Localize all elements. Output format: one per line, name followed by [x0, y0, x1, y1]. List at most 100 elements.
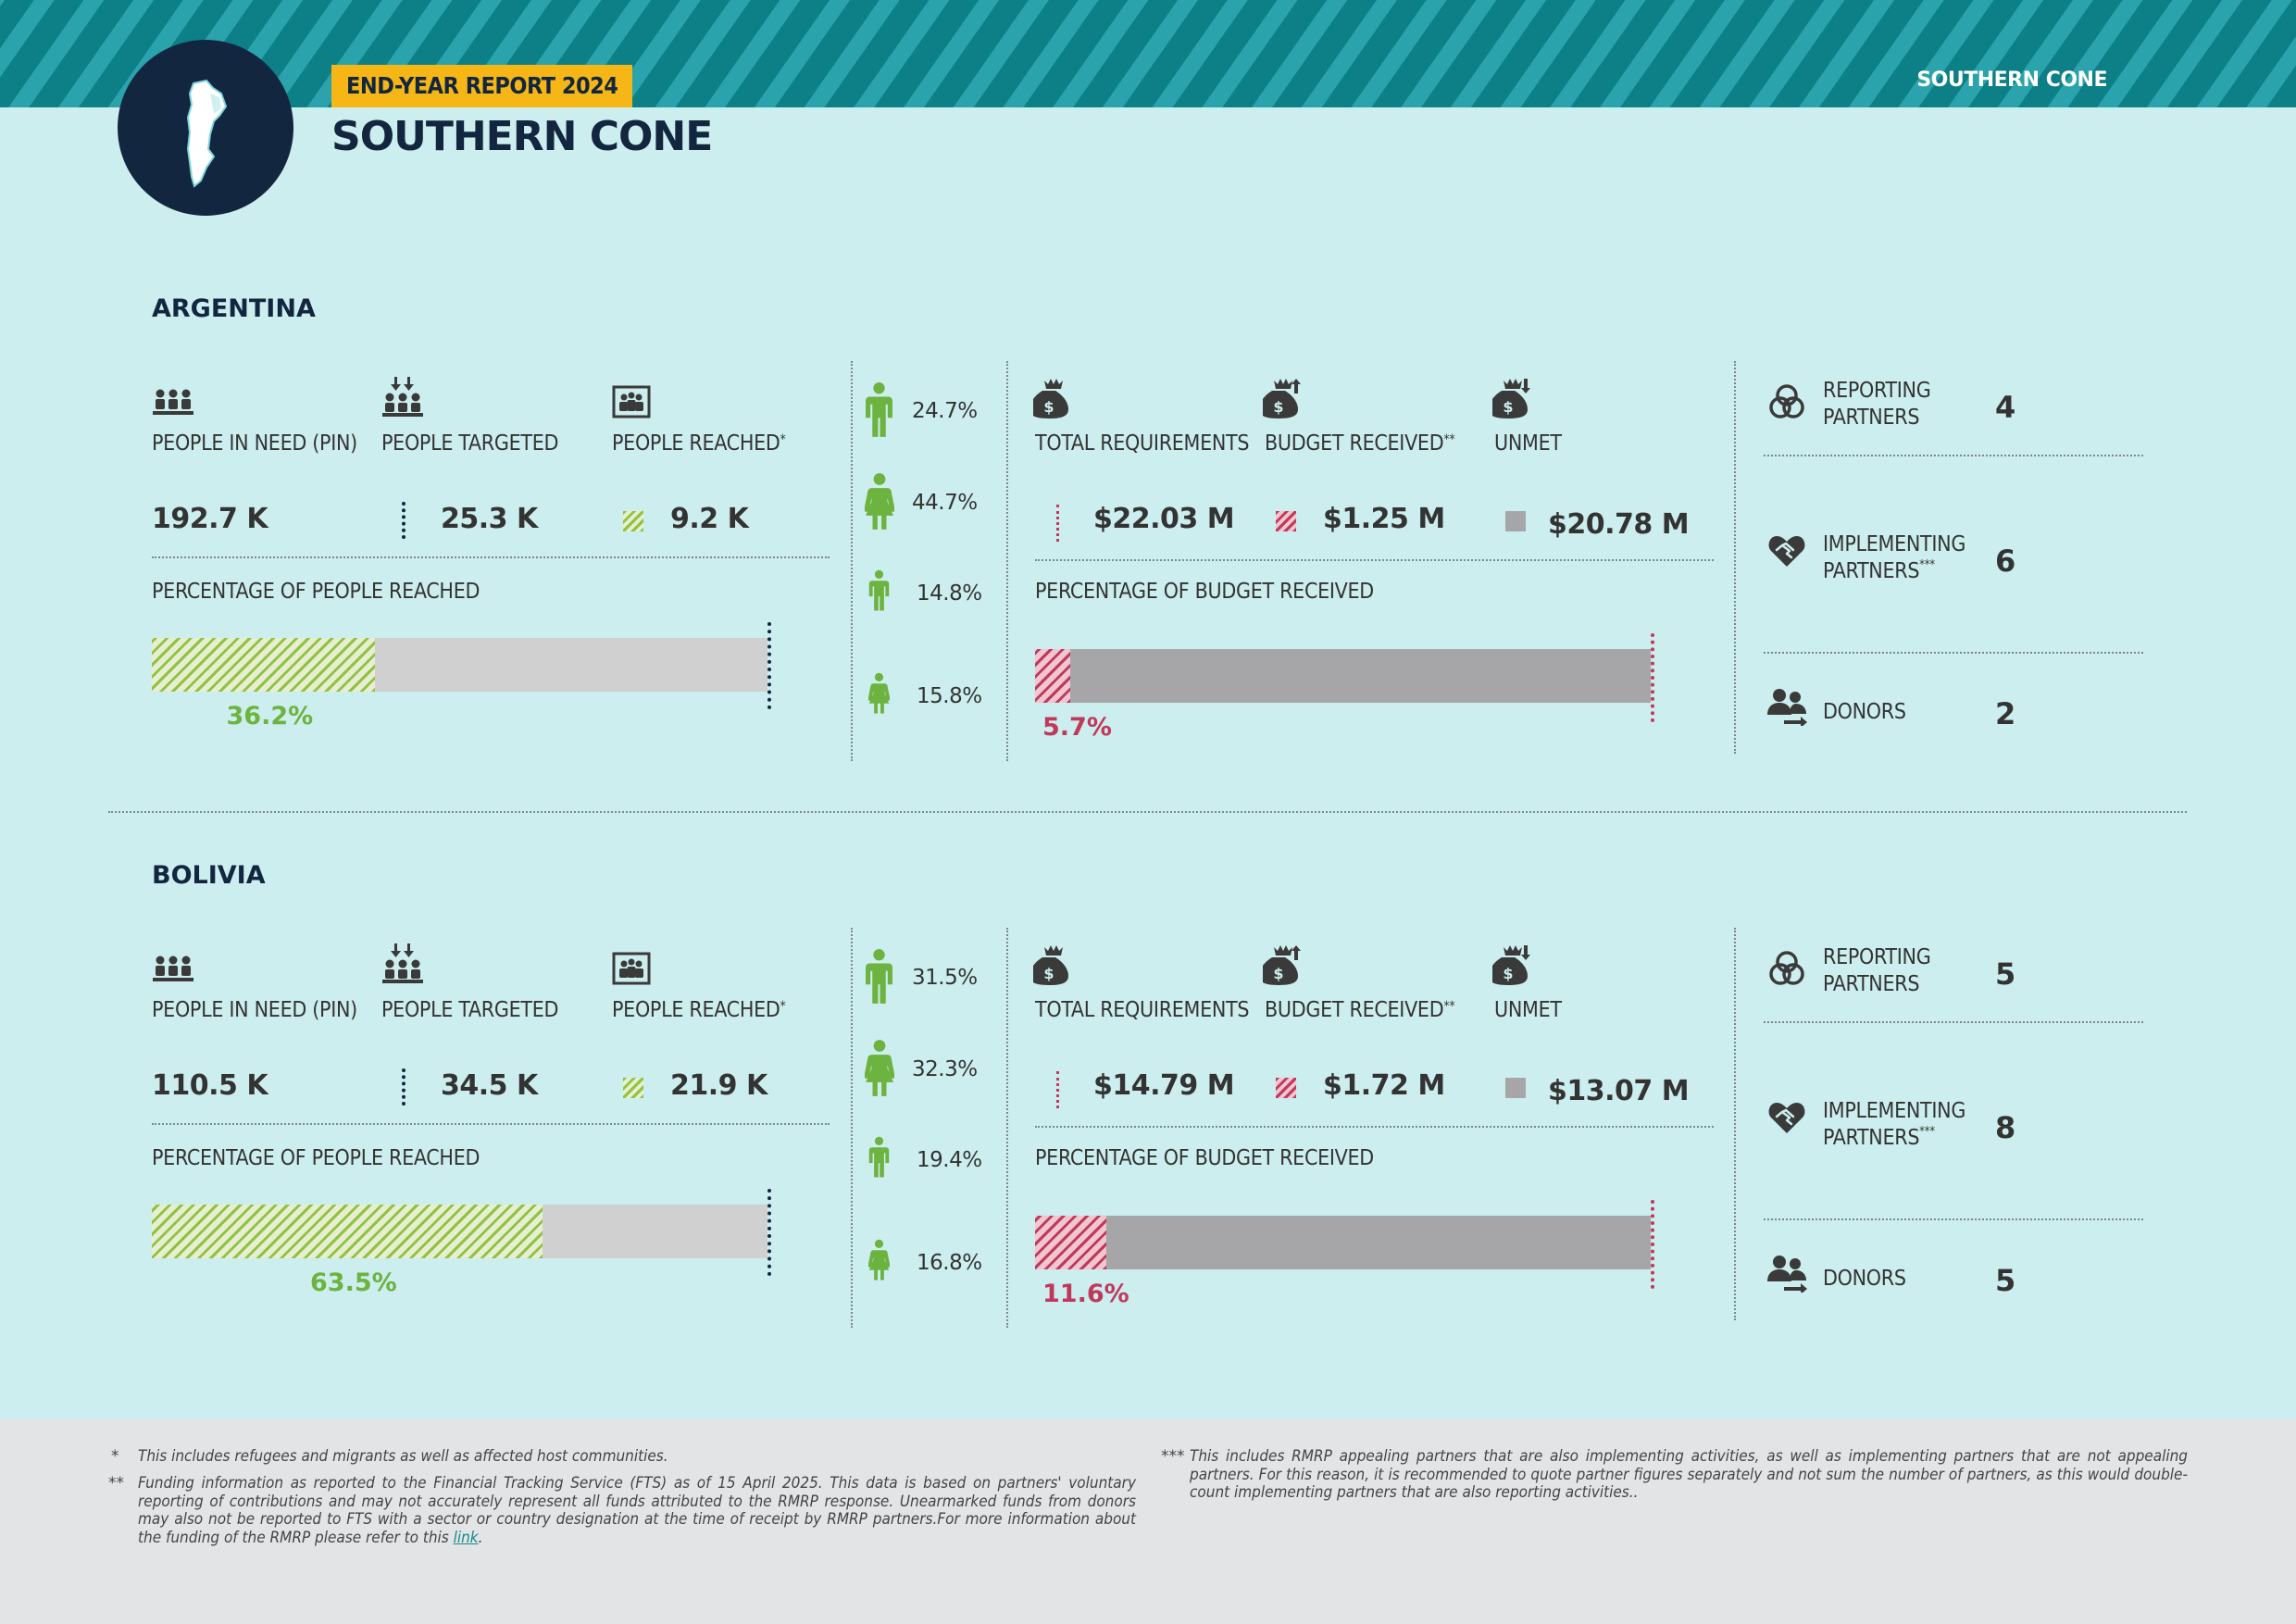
reached-label-text: PEOPLE REACHED: [612, 431, 780, 456]
handshake-heart-icon: [1767, 531, 1806, 568]
row-divider: [1764, 652, 2143, 654]
demographic-percent: 15.8%: [917, 684, 982, 708]
person-icon: [868, 672, 890, 715]
reached-label: PEOPLE REACHED*: [612, 1000, 786, 1021]
person-icon: [868, 1136, 890, 1179]
reached-value: 21.9 K: [670, 1069, 767, 1102]
reached-swatch: [623, 1078, 643, 1098]
unmet-swatch: [1505, 1078, 1526, 1098]
people-bar-end-marker: [767, 622, 771, 709]
people-in-need-icon: [152, 386, 194, 418]
row-divider: [152, 1123, 830, 1125]
row-divider: [1764, 1218, 2143, 1220]
footnote-2-text: Funding information as reported to the F…: [138, 1474, 1136, 1547]
handshake-heart-icon: [1767, 1098, 1806, 1135]
pct-budget-label: PERCENTAGE OF BUDGET RECEIVED: [1035, 1146, 1374, 1170]
partners-rings-icon: [1768, 950, 1805, 987]
unmet-value: $13.07 M: [1548, 1075, 1690, 1107]
reporting-label-line1: REPORTING: [1823, 379, 1931, 403]
pin-label: PEOPLE IN NEED (PIN): [152, 431, 357, 456]
person-icon: [865, 1039, 894, 1098]
budget-footnote-mark: **: [1443, 999, 1455, 1014]
implementing-label-line1: IMPLEMENTING: [1823, 532, 1966, 556]
demographic-percent: 31.5%: [912, 966, 978, 990]
total-requirements-label: TOTAL REQUIREMENTS: [1035, 431, 1250, 456]
implementing-footnote-mark: ***: [1919, 557, 1935, 572]
country-section: ARGENTINA PEOPLE IN NEED (PIN) PEOPLE TA…: [0, 287, 2296, 843]
footnote-mark: ***: [1161, 1447, 1185, 1466]
svg-text:$: $: [1273, 398, 1283, 416]
reached-label: PEOPLE REACHED*: [612, 433, 786, 455]
row-divider: [1764, 1021, 2143, 1023]
reached-label-text: PEOPLE REACHED: [612, 998, 780, 1022]
implementing-partners-value: 8: [1995, 1110, 2016, 1145]
reached-footnote-mark: *: [780, 432, 786, 447]
reporting-partners-value: 4: [1995, 390, 2016, 425]
footnote-2-end: .: [478, 1528, 483, 1547]
people-targeted-icon: [381, 377, 424, 418]
budget-received-bar: [1035, 649, 1651, 703]
pin-value: 110.5 K: [152, 1069, 268, 1102]
row-divider: [1764, 455, 2143, 456]
person-icon: [865, 948, 893, 1006]
total-requirements-label: TOTAL REQUIREMENTS: [1035, 998, 1250, 1022]
budget-received-swatch: [1276, 511, 1296, 531]
page-title: SOUTHERN CONE: [331, 113, 713, 160]
money-bag-down-icon: $: [1492, 943, 1533, 986]
report-badge: END-YEAR REPORT 2024: [331, 65, 633, 107]
donors-label: DONORS: [1823, 700, 1906, 724]
money-bag-up-icon: $: [1263, 943, 1304, 986]
targeted-marker: [402, 502, 406, 539]
targeted-label: PEOPLE TARGETED: [381, 998, 559, 1022]
logo-circle: [118, 40, 293, 216]
region-label: SOUTHERN CONE: [1916, 69, 2107, 92]
people-reached-percent: 63.5%: [310, 1268, 397, 1297]
argentina-map-icon: [186, 79, 228, 188]
implementing-partners-value: 6: [1995, 543, 2016, 579]
row-divider: [1035, 559, 1714, 561]
column-divider: [1006, 361, 1008, 761]
svg-text:$: $: [1503, 965, 1513, 982]
unmet-label: UNMET: [1494, 431, 1562, 456]
person-icon: [868, 569, 890, 612]
total-requirements-value: $22.03 M: [1093, 503, 1235, 535]
reporting-label-line1: REPORTING: [1823, 945, 1931, 969]
reached-value: 9.2 K: [670, 503, 749, 535]
svg-text:$: $: [1503, 398, 1513, 416]
people-reached-bar-fill: [152, 638, 375, 692]
budget-received-value: $1.72 M: [1323, 1069, 1445, 1102]
demographic-percent: 24.7%: [912, 399, 978, 423]
column-divider: [1006, 928, 1008, 1328]
total-requirements-value: $14.79 M: [1093, 1069, 1235, 1102]
budget-received-bar-fill: [1035, 649, 1070, 703]
column-divider: [851, 928, 853, 1328]
country-name: BOLIVIA: [152, 861, 266, 890]
money-bag-icon: $: [1033, 377, 1074, 419]
partners-rings-icon: [1768, 383, 1805, 420]
demographic-percent: 14.8%: [917, 581, 982, 606]
reporting-label-line2: PARTNERS: [1823, 405, 1920, 430]
targeted-label: PEOPLE TARGETED: [381, 431, 559, 456]
people-reached-icon: [612, 952, 651, 985]
donors-icon: [1766, 1254, 1810, 1293]
demographic-percent: 16.8%: [917, 1251, 982, 1275]
money-bag-down-icon: $: [1492, 377, 1533, 419]
implementing-label-line2-text: PARTNERS: [1823, 1125, 1920, 1150]
budget-received-percent: 11.6%: [1042, 1280, 1129, 1308]
pin-label: PEOPLE IN NEED (PIN): [152, 998, 357, 1022]
people-reached-percent: 36.2%: [226, 702, 314, 731]
implementing-label-line2: PARTNERS***: [1823, 1125, 1965, 1152]
demographic-percent: 32.3%: [912, 1057, 978, 1081]
country-name: ARGENTINA: [152, 294, 316, 323]
budget-received-label-text: BUDGET RECEIVED: [1265, 998, 1444, 1022]
unmet-value: $20.78 M: [1548, 508, 1690, 541]
funding-info-link[interactable]: link: [453, 1528, 479, 1547]
footnotes-area: * This includes refugees and migrants as…: [0, 1419, 2296, 1624]
targeted-marker: [402, 1068, 406, 1106]
reporting-label-line2: PARTNERS: [1823, 971, 1920, 996]
footnote-mark: *: [111, 1447, 119, 1466]
implementing-label-line2: PARTNERS***: [1823, 558, 1965, 585]
column-divider: [1734, 361, 1736, 754]
row-divider: [1035, 1126, 1714, 1128]
demographic-percent: 44.7%: [912, 491, 978, 515]
